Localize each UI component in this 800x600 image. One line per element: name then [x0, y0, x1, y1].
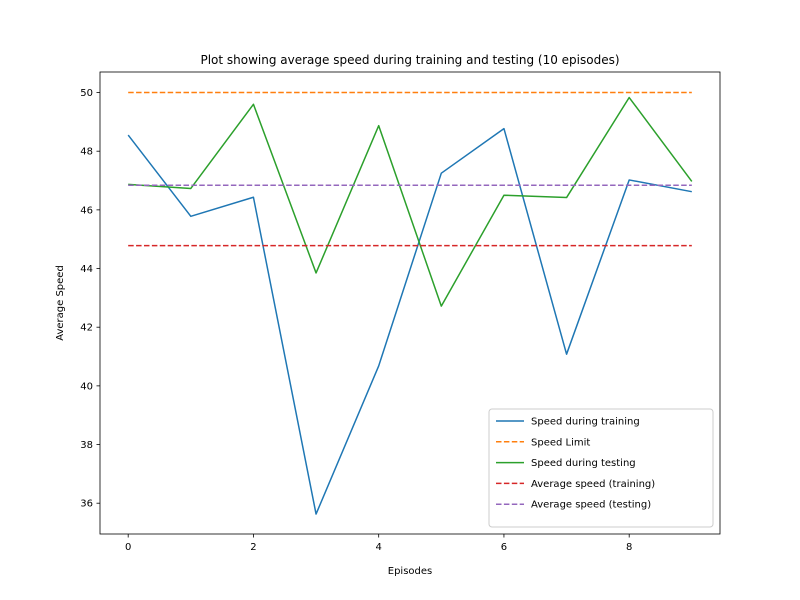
x-axis-label: Episodes — [388, 566, 432, 577]
series-line-speed-during-training — [127, 127, 692, 515]
series-line-speed-during-testing — [128, 96, 693, 307]
legend-label-average-speed-training: Average speed (training) — [531, 479, 655, 490]
legend-label-speed-during-training: Speed during training — [531, 417, 640, 428]
y-axis-label: Average Speed — [55, 265, 66, 341]
chart-title: Plot showing average speed during traini… — [200, 53, 619, 67]
y-tick-label: 48 — [80, 147, 93, 158]
legend-label-speed-limit: Speed Limit — [531, 437, 590, 448]
legend: Speed during training Speed Limit Speed du… — [488, 408, 714, 528]
plot-area — [127, 91, 693, 515]
x-tick-label: 4 — [375, 542, 381, 553]
x-tick-label: 2 — [250, 542, 256, 553]
x-axis: 0 2 4 6 8 — [125, 534, 632, 553]
y-tick-label: 40 — [80, 381, 93, 392]
legend-label-average-speed-testing: Average speed (testing) — [531, 500, 651, 511]
y-tick-label: 42 — [80, 323, 93, 334]
plot-frame — [99, 71, 721, 535]
legend-box — [488, 408, 714, 528]
y-tick-label: 38 — [80, 440, 93, 451]
y-axis: 36 38 40 42 44 46 48 50 — [80, 88, 100, 510]
y-tick-label: 44 — [80, 264, 93, 275]
x-tick-label: 6 — [501, 542, 507, 553]
x-tick-label: 8 — [626, 542, 632, 553]
y-tick-label: 46 — [80, 205, 93, 216]
legend-label-speed-during-testing: Speed during testing — [531, 458, 636, 469]
y-tick-label: 50 — [80, 88, 93, 99]
y-tick-label: 36 — [80, 499, 93, 510]
x-tick-label: 0 — [125, 542, 131, 553]
